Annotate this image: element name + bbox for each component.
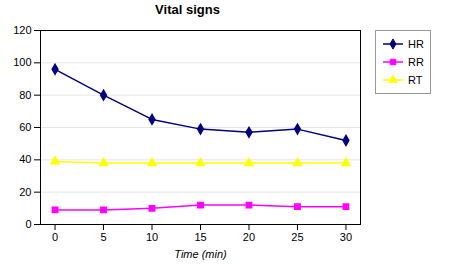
svg-text:100: 100 (13, 56, 31, 68)
svg-text:80: 80 (19, 89, 31, 101)
svg-text:0: 0 (25, 218, 31, 230)
svg-text:15: 15 (194, 231, 206, 243)
html-text:RR: RR (408, 56, 424, 68)
html-text:Vital signs: Vital signs (155, 2, 220, 17)
svg-text:10: 10 (146, 231, 158, 243)
html-text:HR: HR (408, 38, 424, 50)
svg-text:20: 20 (19, 186, 31, 198)
svg-text:25: 25 (291, 231, 303, 243)
svg-text:120: 120 (13, 24, 31, 36)
svg-text:30: 30 (340, 231, 352, 243)
svg-text:0: 0 (52, 231, 58, 243)
svg-text:Time (min): Time (min) (174, 248, 227, 260)
svg-text:5: 5 (100, 231, 106, 243)
html-text:RT: RT (408, 74, 423, 86)
svg-text:40: 40 (19, 153, 31, 165)
svg-text:20: 20 (243, 231, 255, 243)
svg-text:60: 60 (19, 121, 31, 133)
